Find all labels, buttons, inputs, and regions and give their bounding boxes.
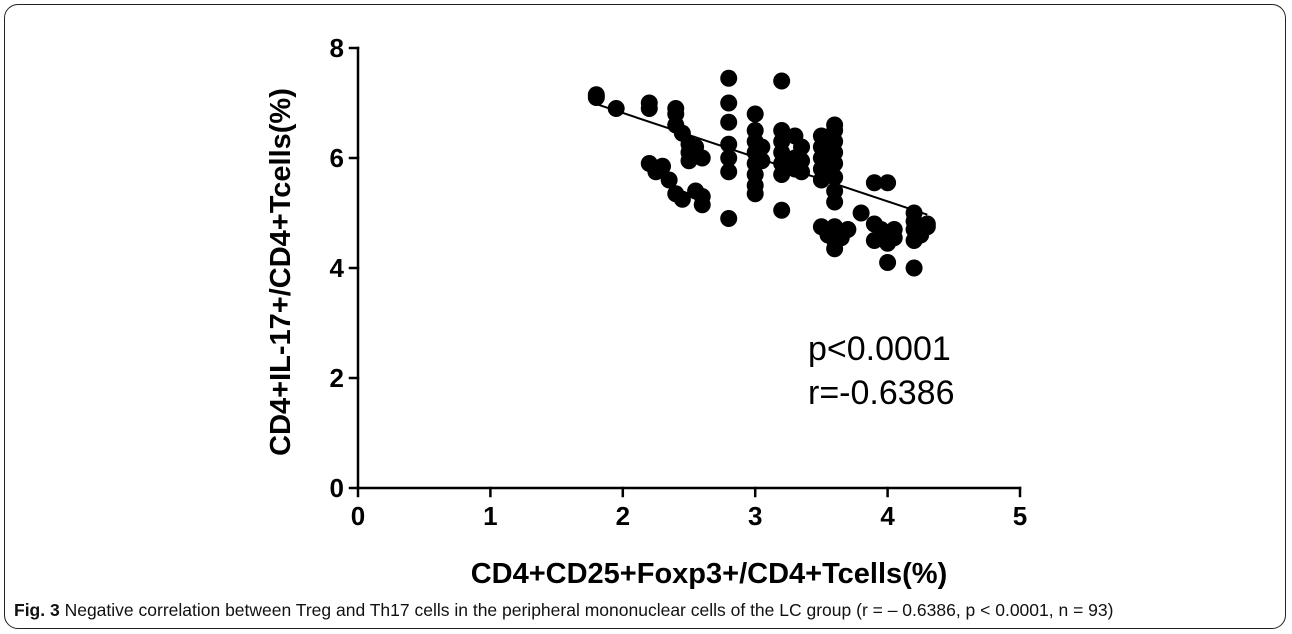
x-tick-label: 4 — [880, 501, 895, 531]
data-point — [918, 218, 936, 236]
data-point — [905, 259, 923, 277]
data-point — [865, 174, 883, 192]
axis-labels: 0 1 2 3 4 5 0 2 4 6 8 CD4+CD25+Foxp3+/CD4+Tcells(%)… — [265, 33, 1027, 590]
data-point — [607, 100, 625, 117]
data-points — [587, 69, 936, 277]
data-point — [826, 168, 844, 186]
figure-label: Fig. 3 — [14, 600, 60, 620]
data-point — [654, 157, 672, 175]
data-point — [746, 185, 764, 203]
data-point — [660, 171, 678, 189]
data-point — [773, 72, 791, 90]
x-tick-label: 2 — [616, 501, 630, 531]
data-point — [879, 254, 897, 271]
x-tick-label: 0 — [351, 501, 365, 531]
data-point — [826, 155, 844, 172]
data-point — [879, 174, 897, 192]
data-point — [720, 149, 738, 167]
figure-caption: Fig. 3 Negative correlation between Treg… — [14, 600, 1282, 621]
y-tick-label: 6 — [330, 143, 344, 173]
data-point — [720, 94, 738, 112]
data-point — [793, 163, 811, 181]
figure-caption-text: Negative correlation between Treg and Th… — [64, 600, 1114, 620]
data-point — [885, 229, 903, 247]
y-tick-label: 4 — [330, 253, 345, 283]
data-point — [720, 210, 738, 227]
r-value-annotation: r=-0.6386 — [808, 374, 955, 412]
x-tick-label: 1 — [483, 501, 497, 531]
y-tick-label: 8 — [330, 33, 344, 63]
data-point — [720, 163, 738, 181]
data-point — [826, 193, 844, 211]
data-point — [693, 196, 711, 214]
data-point — [753, 152, 771, 170]
y-tick-label: 2 — [330, 363, 344, 393]
data-point — [852, 204, 870, 222]
data-point — [640, 100, 658, 117]
data-point — [839, 221, 857, 238]
x-tick-label: 5 — [1013, 501, 1027, 531]
data-point — [673, 190, 691, 208]
data-point — [773, 166, 791, 183]
x-axis-title: CD4+CD25+Foxp3+/CD4+Tcells(%) — [471, 558, 948, 590]
data-point — [720, 69, 738, 87]
data-point — [587, 89, 605, 106]
data-point — [865, 215, 883, 233]
x-tick-label: 3 — [748, 501, 762, 531]
data-point — [720, 135, 738, 153]
y-axis-title: CD4+IL-17+/CD4+Tcells(%) — [265, 88, 297, 456]
scatter-plot: 0 1 2 3 4 5 0 2 4 6 8 CD4+CD25+Foxp3+/CD4+Tcells(%)… — [265, 33, 1027, 590]
data-point — [773, 201, 791, 219]
data-point — [680, 152, 698, 170]
data-point — [746, 105, 764, 123]
data-point — [693, 149, 711, 167]
y-tick-label: 0 — [330, 473, 344, 503]
data-point — [753, 138, 771, 156]
p-value-annotation: p<0.0001 — [808, 330, 951, 368]
axes — [348, 46, 1022, 498]
data-point — [720, 113, 738, 131]
data-point — [812, 171, 830, 189]
data-point — [793, 138, 811, 156]
